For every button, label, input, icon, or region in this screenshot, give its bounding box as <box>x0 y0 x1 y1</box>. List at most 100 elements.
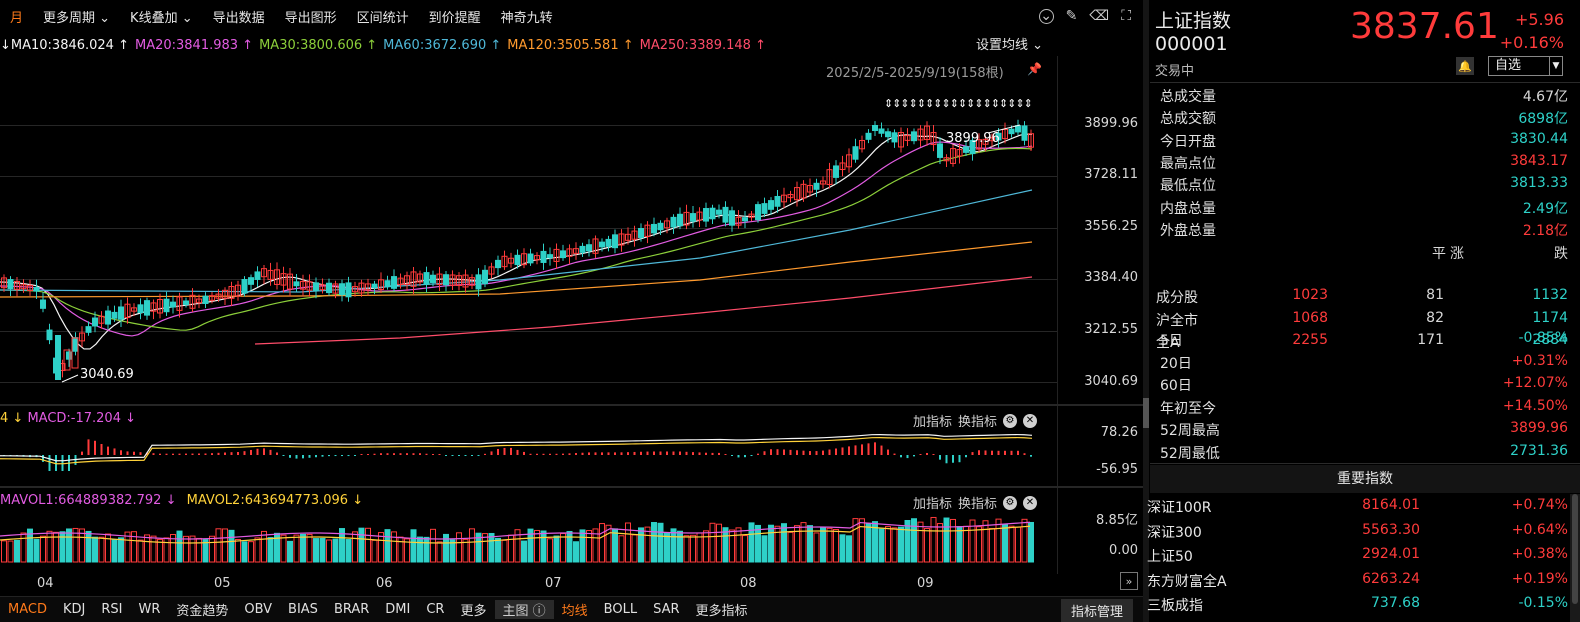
candle-body <box>898 132 904 148</box>
panel-divider[interactable] <box>0 486 1143 488</box>
breadth-flat: 82 <box>1426 309 1444 326</box>
index-row[interactable]: 深证300 5563.30 +0.64% <box>1147 522 1568 546</box>
chevron-down-icon[interactable]: ▼ <box>1549 56 1563 76</box>
tab-bias[interactable]: BIAS <box>288 602 318 617</box>
tab-main-chart[interactable]: 主图 ⓘ <box>494 600 554 619</box>
stat-value: 3830.44 <box>1510 130 1568 147</box>
brush-icon[interactable]: ✎ <box>1065 8 1078 24</box>
scrollbar-thumb[interactable] <box>1572 494 1578 604</box>
splitter[interactable] <box>1143 0 1149 622</box>
tab-rsi[interactable]: RSI <box>101 602 123 617</box>
indicator-manage-button[interactable]: 指标管理 <box>1060 599 1133 622</box>
breadth-up: 1068 <box>1292 309 1328 326</box>
tab-more[interactable]: 更多 <box>460 604 487 619</box>
panel-divider[interactable] <box>0 404 1143 406</box>
candle-body <box>891 132 898 143</box>
expand-icon[interactable]: » <box>1120 572 1138 590</box>
export-graph-button[interactable]: 导出图形 <box>284 10 337 26</box>
kline-chart-area[interactable]: 月 更多周期 ⌄ K线叠加 ⌄ 导出数据 导出图形 区间统计 到价提醒 神奇九转… <box>0 0 1143 622</box>
last-price: 3837.61 <box>1350 6 1499 47</box>
candle-body <box>690 213 696 222</box>
gridline <box>0 125 1057 126</box>
magic-nine-button[interactable]: 神奇九转 <box>500 10 553 26</box>
tab-macd[interactable]: MACD <box>8 602 47 617</box>
switch-indicator-button[interactable]: 换指标 <box>957 497 997 512</box>
breadth-flat: 81 <box>1426 287 1444 303</box>
kline-overlay-dropdown[interactable]: K线叠加 ⌄ <box>130 10 193 26</box>
candle-body <box>462 274 469 288</box>
gear-icon[interactable]: ⚙ <box>1003 413 1017 428</box>
candle-body <box>1021 125 1028 141</box>
more-periods-dropdown[interactable]: 更多周期 ⌄ <box>43 10 111 26</box>
trading-status: 交易中 <box>1155 64 1195 79</box>
index-change: -0.15% <box>1518 595 1568 612</box>
tab-fund-trend[interactable]: 资金趋势 <box>176 604 229 619</box>
tab-month[interactable]: 月 <box>10 10 24 26</box>
index-name: 三板成指 <box>1147 598 1203 615</box>
macd-y-bottom: -56.95 <box>1096 462 1138 477</box>
index-row[interactable]: 深证100R 8164.01 +0.74% <box>1147 497 1568 521</box>
candle-body <box>963 146 969 153</box>
range-stats-button[interactable]: 区间统计 <box>356 10 409 26</box>
candle-body <box>241 279 248 294</box>
candle-body <box>475 274 482 290</box>
ma60-label: MA60:3672.690 ↑ <box>383 37 502 53</box>
signal-arrows: ⇕⇕⇕⇕⇕⇕⇕⇕⇕⇕⇕⇕⇕⇕⇕⇕⇕⇕ <box>884 97 1032 110</box>
export-data-button[interactable]: 导出数据 <box>212 10 265 26</box>
candle-body <box>605 238 612 247</box>
tab-ma[interactable]: 均线 <box>561 604 588 619</box>
tab-wr[interactable]: WR <box>138 602 161 617</box>
stat-row: 外盘总量 2.18亿 <box>1150 220 1568 242</box>
close-icon[interactable]: ✕ <box>1023 495 1037 510</box>
eraser-icon[interactable]: ⌫ <box>1089 8 1110 24</box>
candle-body <box>794 187 800 201</box>
chevron-down-icon[interactable]: ⌄ <box>1038 8 1054 24</box>
tab-cr[interactable]: CR <box>426 602 445 617</box>
stat-value: 2.18亿 <box>1522 222 1568 239</box>
tab-obv[interactable]: OBV <box>244 602 273 617</box>
candle-body <box>937 143 943 158</box>
watchlist-button[interactable]: 自选 <box>1488 56 1550 76</box>
fullscreen-icon[interactable]: ⛶ <box>1121 8 1131 24</box>
candle-body <box>540 250 547 263</box>
candle-body <box>586 244 592 252</box>
candle-body <box>755 204 761 221</box>
index-row[interactable]: 东方财富全A 6263.24 +0.19% <box>1147 571 1568 595</box>
tab-boll[interactable]: BOLL <box>603 602 638 617</box>
scrollbar[interactable] <box>1570 494 1580 622</box>
add-indicator-button[interactable]: 加指标 <box>912 415 952 430</box>
index-name: 深证300 <box>1147 524 1202 541</box>
tab-sar[interactable]: SAR <box>653 602 680 617</box>
breadth-down: 1174 <box>1532 309 1568 326</box>
vol-tools: 加指标 换指标 ⚙ ✕ <box>913 493 1037 512</box>
mavol1-label: MAVOL1:664889382.792 ↓ <box>0 493 177 508</box>
y-tick: 3556.25 <box>1084 219 1138 234</box>
period-row: 60日 +12.07% <box>1150 375 1568 397</box>
splitter-handle[interactable] <box>1143 398 1149 428</box>
candle-body <box>553 248 560 262</box>
candle-body <box>924 125 930 141</box>
index-row[interactable]: 上证50 2924.01 +0.38% <box>1147 546 1568 570</box>
index-row[interactable]: 三板成指 737.68 -0.15% <box>1147 595 1568 619</box>
candle-body <box>326 282 332 294</box>
tab-brar[interactable]: BRAR <box>333 602 370 617</box>
tab-more-indicators[interactable]: 更多指标 <box>695 604 748 619</box>
tab-dmi[interactable]: DMI <box>385 602 411 617</box>
candle-body <box>599 241 605 248</box>
gear-icon[interactable]: ⚙ <box>1003 495 1017 510</box>
candle-body <box>521 253 527 266</box>
index-name: 东方财富全A <box>1147 573 1227 590</box>
tab-kdj[interactable]: KDJ <box>62 602 86 617</box>
ma-settings-button[interactable]: 设置均线 ⌄ <box>975 38 1043 53</box>
candle-body <box>378 279 384 291</box>
candle-body <box>612 234 618 249</box>
candle-body <box>287 273 293 290</box>
price-alert-button[interactable]: 到价提醒 <box>428 10 481 26</box>
switch-indicator-button[interactable]: 换指标 <box>957 415 997 430</box>
add-indicator-button[interactable]: 加指标 <box>912 497 952 512</box>
pin-icon[interactable]: 📌 <box>1027 62 1042 76</box>
mavol2-label: MAVOL2:643694773.096 ↓ <box>186 493 364 508</box>
bell-icon[interactable]: 🔔 <box>1456 57 1474 75</box>
close-icon[interactable]: ✕ <box>1023 413 1037 428</box>
candle-body <box>872 124 878 132</box>
